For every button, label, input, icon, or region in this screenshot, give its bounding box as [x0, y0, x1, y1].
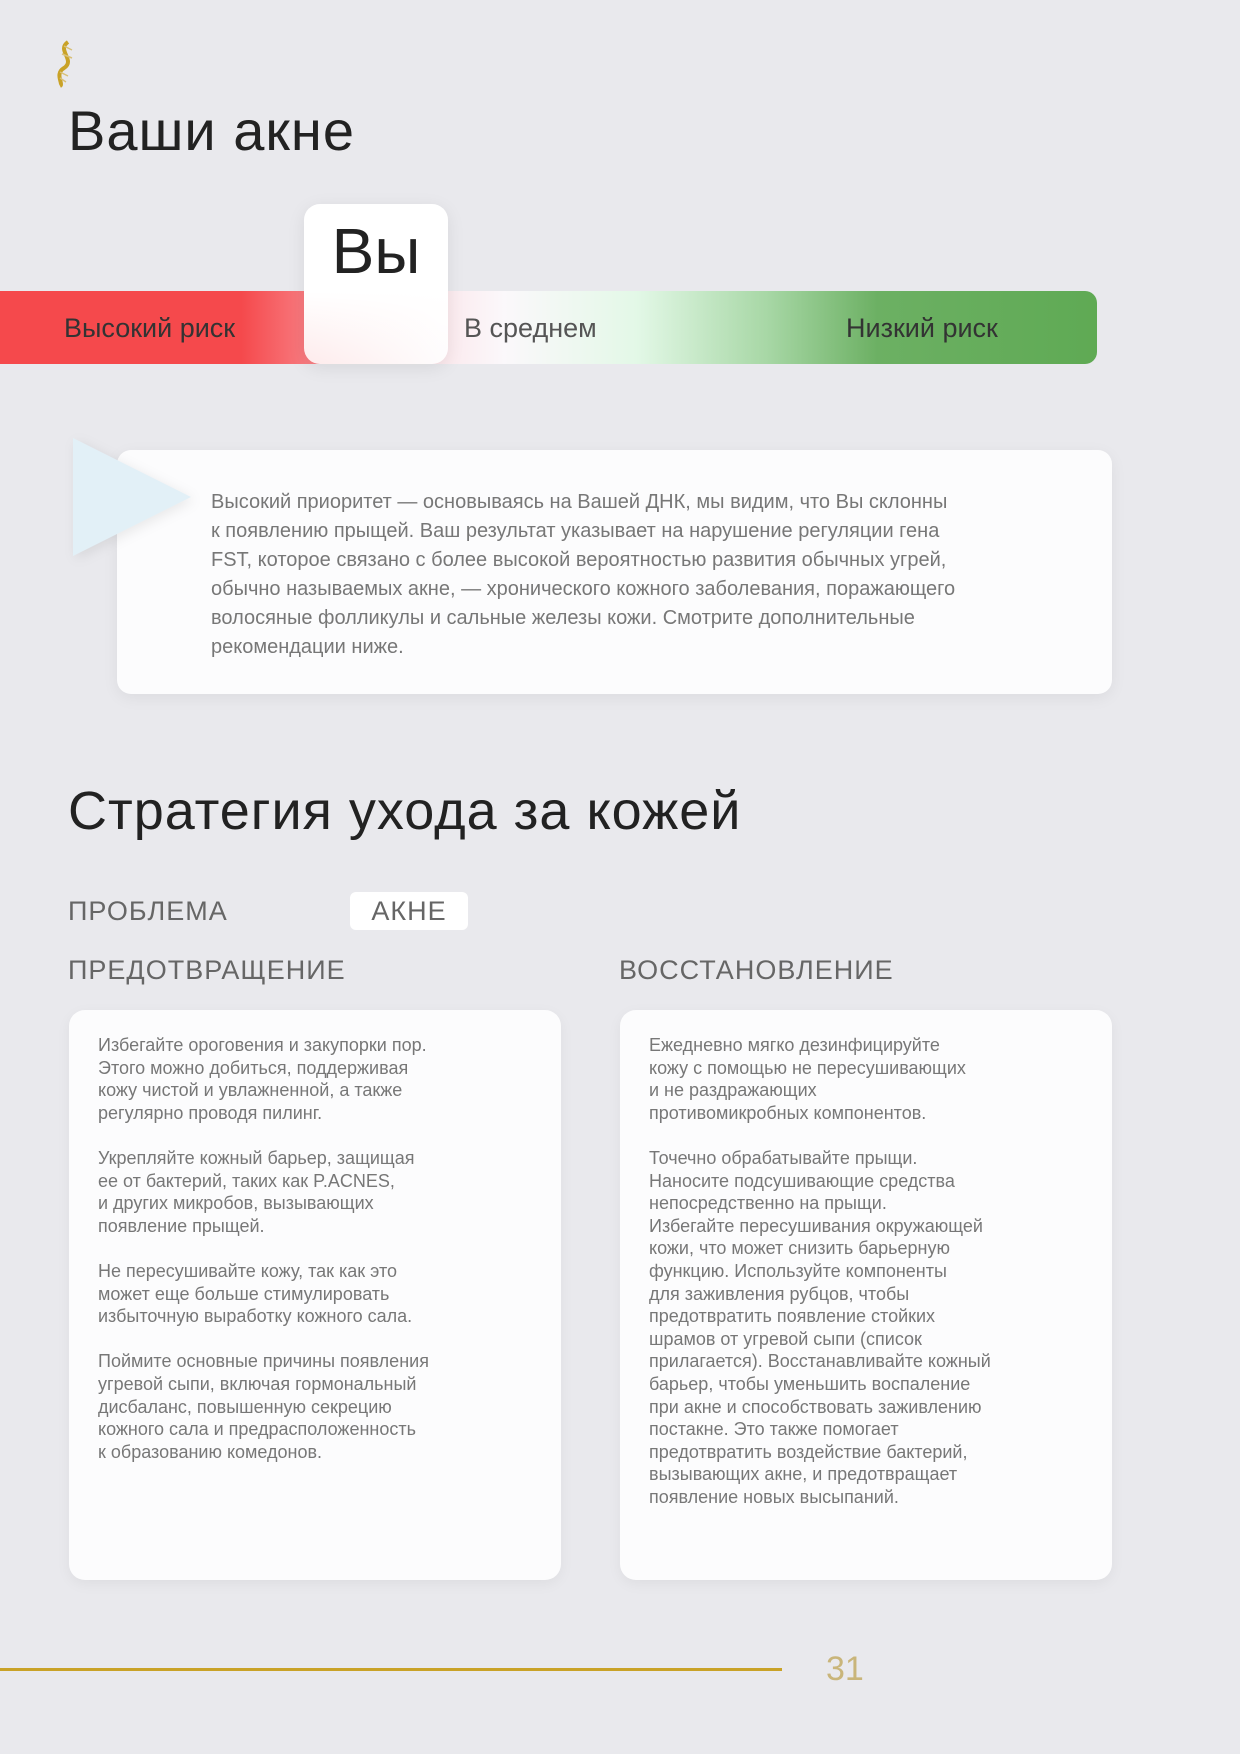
risk-label-low: Низкий риск	[846, 313, 998, 343]
problem-badge: АКНЕ	[350, 892, 468, 930]
page-title: Ваши акне	[68, 99, 355, 162]
recovery-text: Ежедневно мягко дезинфицируйте кожу с по…	[649, 1035, 991, 1507]
page-number: 31	[826, 1650, 864, 1688]
you-marker: Вы	[304, 204, 448, 364]
triangle-pointer-icon	[73, 438, 191, 556]
prevention-heading: ПРЕДОТВРАЩЕНИЕ	[68, 955, 346, 985]
prevention-text: Избегайте ороговения и закупорки пор. Эт…	[98, 1035, 429, 1462]
risk-label-average: В среднем	[464, 313, 597, 343]
risk-label-high: Высокий риск	[64, 313, 236, 343]
footer-divider	[0, 1668, 782, 1671]
recovery-card: Ежедневно мягко дезинфицируйте кожу с по…	[620, 1010, 1112, 1580]
result-description: Высокий приоритет — основываясь на Вашей…	[211, 491, 956, 658]
risk-scale-bar	[0, 291, 1097, 364]
problem-label: ПРОБЛЕМА	[68, 896, 228, 926]
dna-helix-icon	[57, 40, 73, 88]
section-heading: Стратегия ухода за кожей	[68, 781, 742, 841]
you-label: Вы	[331, 215, 421, 287]
recovery-heading: ВОССТАНОВЛЕНИЕ	[619, 955, 894, 985]
prevention-card: Избегайте ороговения и закупорки пор. Эт…	[69, 1010, 561, 1580]
result-callout	[117, 450, 1112, 694]
